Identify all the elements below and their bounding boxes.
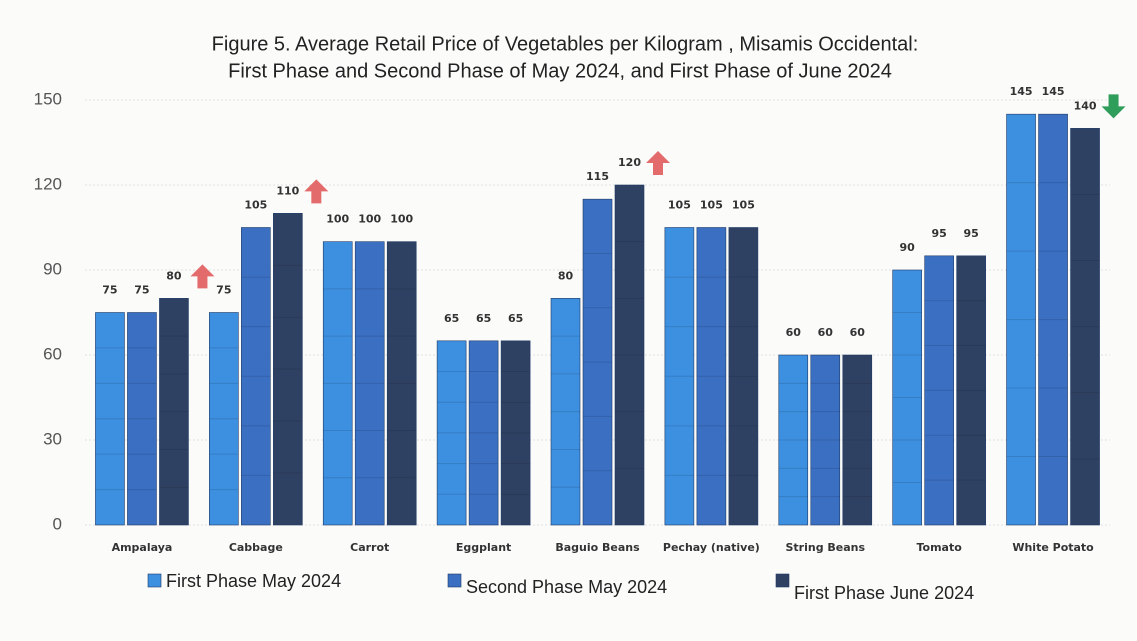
x-tick-label: Eggplant [456,541,511,554]
bar [241,227,271,526]
bar [354,241,385,526]
bar [386,241,417,526]
y-tick-label: 150 [34,89,62,108]
x-tick-label: Cabbage [229,541,283,554]
data-label: 105 [732,199,755,212]
x-tick-label: Baguio Beans [555,541,640,554]
bar [159,298,189,526]
down-arrow [1101,94,1126,119]
y-tick-label: 60 [43,344,62,363]
up-arrow [646,151,670,175]
bar [582,198,613,526]
bar [924,255,954,526]
y-tick-label: 0 [53,514,62,533]
data-label: 100 [390,213,413,226]
chart-title: First Phase and Second Phase of May 2024… [228,60,892,82]
bar [1006,113,1036,526]
data-label: 60 [818,326,834,339]
y-tick-label: 90 [43,259,62,278]
data-label: 95 [964,227,979,240]
legend-swatch [147,573,162,588]
legend-label: Second Phase May 2024 [466,577,667,597]
x-tick-label: White Potato [1012,541,1094,554]
data-label: 110 [276,184,299,197]
up-arrow [190,264,215,289]
data-label: 75 [216,284,231,297]
legend-swatch [775,573,790,588]
data-label: 65 [476,312,491,325]
y-tick-label: 120 [34,174,62,193]
data-label: 140 [1074,99,1097,112]
bar [322,241,353,526]
bar [1070,128,1100,526]
data-label: 60 [786,326,802,339]
y-tick-label: 30 [43,429,62,448]
data-label: 80 [166,269,182,282]
bar [614,184,645,526]
bar [810,354,841,526]
bar [956,255,986,526]
bar [500,340,531,526]
bar [550,298,581,526]
x-tick-label: String Beans [785,541,865,554]
bar [209,312,239,526]
up-arrow [304,179,329,204]
bar [778,354,809,526]
bar [468,340,499,526]
data-label: 145 [1010,85,1033,98]
data-label: 100 [358,213,381,226]
data-label: 65 [444,312,459,325]
x-tick-label: Carrot [350,541,389,554]
bar [95,312,125,526]
x-tick-label: Ampalaya [112,541,173,554]
legend-swatch [447,573,462,588]
data-label: 105 [668,199,691,212]
x-tick-label: Pechay (native) [663,541,760,554]
data-label: 75 [102,284,117,297]
data-label: 75 [134,284,149,297]
bar [1038,113,1068,526]
bar [892,269,922,526]
data-label: 145 [1042,85,1065,98]
data-label: 65 [508,312,523,325]
data-label: 60 [850,326,866,339]
bar [664,227,695,526]
bar [436,340,467,526]
bar [842,354,873,526]
data-label: 105 [700,199,723,212]
data-label: 115 [586,170,609,183]
chart-title: Figure 5. Average Retail Price of Vegeta… [212,33,919,55]
bar [696,227,727,526]
legend-label: First Phase June 2024 [794,583,974,603]
data-label: 80 [558,269,574,282]
data-label: 105 [244,199,267,212]
data-label: 120 [618,156,641,169]
data-label: 95 [932,227,947,240]
bar [273,213,303,526]
x-tick-label: Tomato [917,541,963,554]
legend-label: First Phase May 2024 [166,571,341,591]
data-label: 90 [900,241,916,254]
bar [728,227,759,526]
data-label: 100 [326,213,349,226]
bar [127,312,157,526]
